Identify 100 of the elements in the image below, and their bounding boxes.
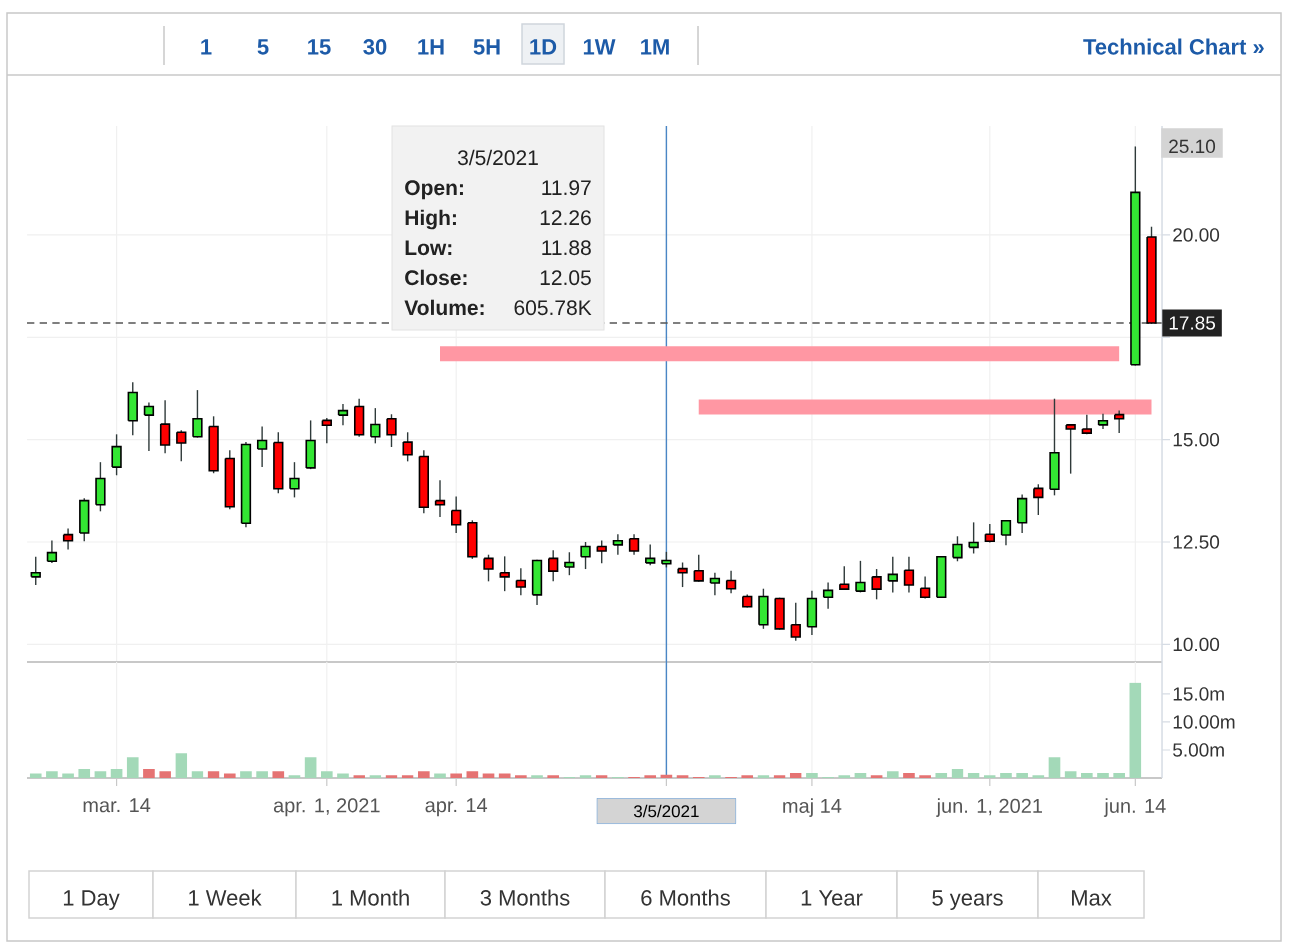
x-tick-label: jun. 14 — [1103, 798, 1166, 817]
bar — [498, 773, 511, 778]
candlestick — [596, 539, 607, 565]
bar — [1016, 772, 1028, 778]
y-tick-label: 15.00 — [1173, 432, 1220, 447]
candlestick — [548, 549, 559, 583]
candlestick — [256, 425, 268, 468]
text: 3 Months — [480, 889, 570, 906]
candlestick — [709, 572, 721, 596]
bar — [78, 769, 91, 778]
candlestick — [159, 399, 171, 454]
text: 1H — [418, 39, 444, 55]
candlestick — [677, 561, 688, 588]
text: 5H — [473, 39, 500, 55]
text: 5 years — [932, 890, 1003, 910]
bar — [256, 771, 268, 778]
annotation: Open: — [405, 180, 463, 200]
annotation: High: — [405, 209, 456, 230]
x-tick-label: apr. 1, 2021 — [273, 798, 380, 817]
bar — [709, 775, 721, 778]
candlestick — [499, 555, 510, 592]
candlestick — [952, 535, 963, 562]
annotation: Low: — [405, 240, 452, 256]
candlestick — [176, 429, 187, 463]
candlestick — [871, 568, 882, 601]
bar — [676, 775, 689, 778]
bar — [838, 775, 851, 778]
bar — [886, 771, 899, 778]
candlestick — [1114, 409, 1125, 434]
candlestick — [839, 565, 850, 591]
bar — [951, 769, 964, 778]
candlestick — [30, 556, 41, 586]
annotation: 11.88 — [542, 240, 591, 256]
bar — [29, 773, 42, 778]
candlestick — [62, 527, 74, 551]
candlestick — [822, 581, 834, 610]
text: Technical Chart » — [1083, 38, 1264, 55]
bar — [870, 775, 883, 778]
bar — [418, 771, 430, 778]
x-tick-label: 3/5/2021 — [633, 804, 699, 818]
bar — [175, 753, 188, 778]
text: 30 — [363, 39, 387, 55]
candlestick — [1000, 519, 1012, 546]
bar — [191, 771, 204, 778]
bar — [741, 775, 754, 778]
text: 25.10 — [1169, 139, 1216, 154]
bar — [1097, 772, 1109, 778]
candlestick — [968, 521, 979, 555]
text: 1 Day — [63, 890, 120, 910]
bar — [1129, 682, 1142, 778]
candlestick — [1033, 483, 1044, 516]
bar — [240, 771, 252, 778]
bar — [903, 772, 915, 778]
bar — [353, 775, 365, 778]
bar — [143, 769, 155, 778]
bar — [288, 775, 301, 778]
candlestick — [143, 401, 155, 452]
annotation: 12.26 — [540, 210, 591, 226]
candlestick — [111, 433, 122, 476]
candlestick — [903, 556, 915, 594]
bar — [450, 773, 462, 778]
text: 15 — [308, 39, 331, 55]
bar — [1064, 771, 1077, 778]
candlestick — [1065, 423, 1076, 475]
bar — [385, 775, 398, 778]
bar — [62, 773, 74, 778]
y-tick-label: 15.0m — [1173, 687, 1224, 701]
bar — [1032, 775, 1045, 778]
candlestick — [515, 567, 527, 596]
x-tick-label: jun. 1, 2021 — [936, 798, 1042, 817]
bar — [1081, 772, 1093, 778]
text: 1W — [583, 39, 616, 55]
bar — [126, 757, 139, 778]
text: 1 — [201, 39, 212, 55]
bar — [967, 772, 980, 778]
text: 5 — [257, 39, 269, 55]
bar — [515, 775, 527, 778]
x-tick-label: maj 14 — [783, 798, 842, 817]
candlestick — [612, 533, 624, 556]
x-tick-label: mar. 14 — [83, 798, 151, 813]
candlestick — [451, 495, 462, 534]
candlestick — [790, 601, 801, 642]
candlestick — [192, 389, 203, 439]
bar — [854, 772, 867, 778]
candlestick — [919, 575, 931, 600]
candlestick — [693, 554, 704, 583]
bar — [94, 771, 107, 778]
candlestick — [887, 556, 898, 594]
bar — [434, 773, 446, 778]
y-tick-label: 20.00 — [1173, 228, 1220, 242]
y-tick-label: 5.00m — [1173, 743, 1224, 757]
bar — [983, 775, 996, 778]
bar — [579, 775, 592, 778]
bar — [110, 769, 123, 778]
bar — [919, 775, 931, 778]
bar — [337, 773, 349, 778]
text: 1 Week — [189, 889, 262, 906]
y-tick-label: 12.50 — [1173, 535, 1220, 549]
candlestick — [645, 543, 656, 567]
candlestick — [337, 403, 349, 427]
